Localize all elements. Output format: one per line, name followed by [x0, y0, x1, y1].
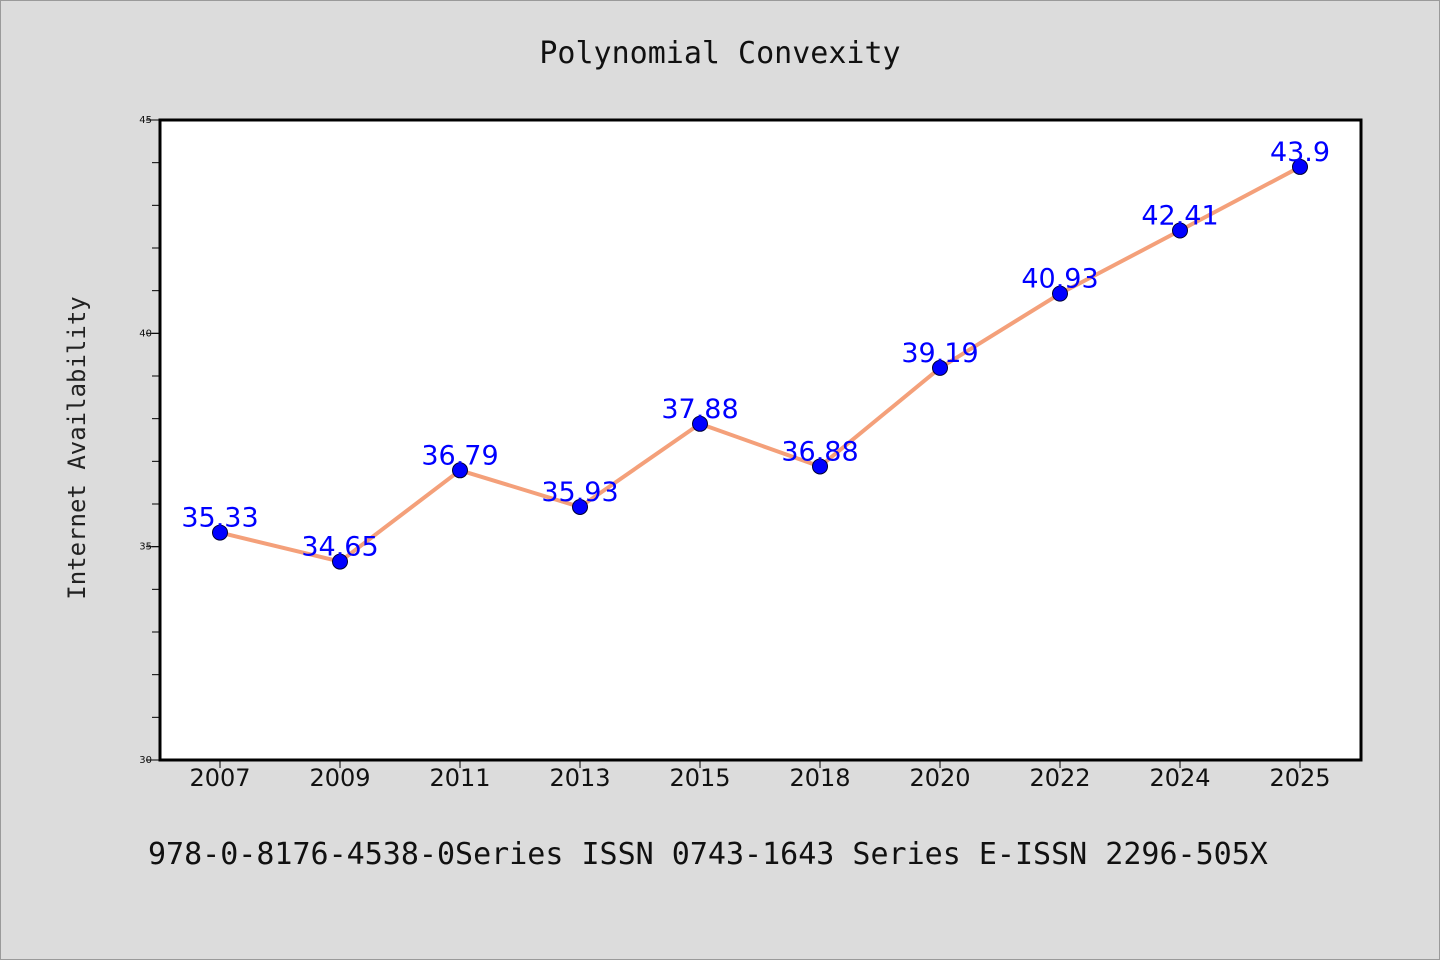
y-axis-label: Internet Availability	[63, 296, 91, 599]
data-label: 35.33	[181, 503, 258, 534]
y-tick-label: 45	[139, 115, 152, 126]
x-tick-label: 2007	[189, 764, 250, 792]
y-tick-label: 30	[139, 755, 152, 766]
x-tick-label: 2009	[309, 764, 370, 792]
x-tick-label: 2011	[429, 764, 490, 792]
series-line	[219, 165, 1301, 564]
x-tick-label: 2020	[909, 764, 970, 792]
data-label: 35.93	[541, 477, 618, 508]
x-tick-label: 2018	[789, 764, 850, 792]
y-axis-ticks: 30 35 40 45	[139, 115, 160, 766]
x-tick-label: 2015	[669, 764, 730, 792]
data-point	[1052, 285, 1068, 302]
data-point	[932, 359, 948, 376]
x-tick-label: 2013	[549, 764, 610, 792]
data-label: 36.79	[421, 440, 498, 471]
data-point	[812, 458, 828, 475]
data-label: 37.88	[661, 394, 738, 425]
data-point	[1292, 158, 1308, 175]
data-point	[212, 524, 228, 541]
x-tick-label: 2024	[1149, 764, 1210, 792]
data-point	[572, 498, 588, 515]
data-label: 43.9	[1270, 137, 1330, 168]
data-label: 39.19	[901, 338, 978, 369]
data-point	[692, 415, 708, 432]
data-label: 40.93	[1021, 264, 1098, 295]
data-point	[452, 462, 468, 479]
y-tick-label: 40	[139, 328, 152, 339]
y-tick-label: 35	[139, 542, 152, 553]
data-point	[1172, 222, 1188, 239]
series-layer: 35.33 34.65 36.79 35.93 37.88 36.88 39.19 40.93…	[181, 137, 1330, 570]
chart-title: Polynomial Convexity	[539, 36, 900, 71]
x-tick-label: 2025	[1269, 764, 1330, 792]
data-label: 34.65	[301, 532, 378, 563]
data-point	[332, 553, 348, 570]
plot-area	[158, 118, 1363, 762]
footer-isbn-text: 978-0-8176-4538-0Series ISSN 0743-1643 S…	[148, 837, 1268, 872]
x-tick-label: 2022	[1029, 764, 1090, 792]
data-label: 36.88	[781, 436, 858, 467]
data-label: 42.41	[1141, 201, 1218, 232]
x-axis-ticks: 2007 2009 2011 2013 2015 2018 2020 2022 2024 2025	[189, 760, 1331, 792]
